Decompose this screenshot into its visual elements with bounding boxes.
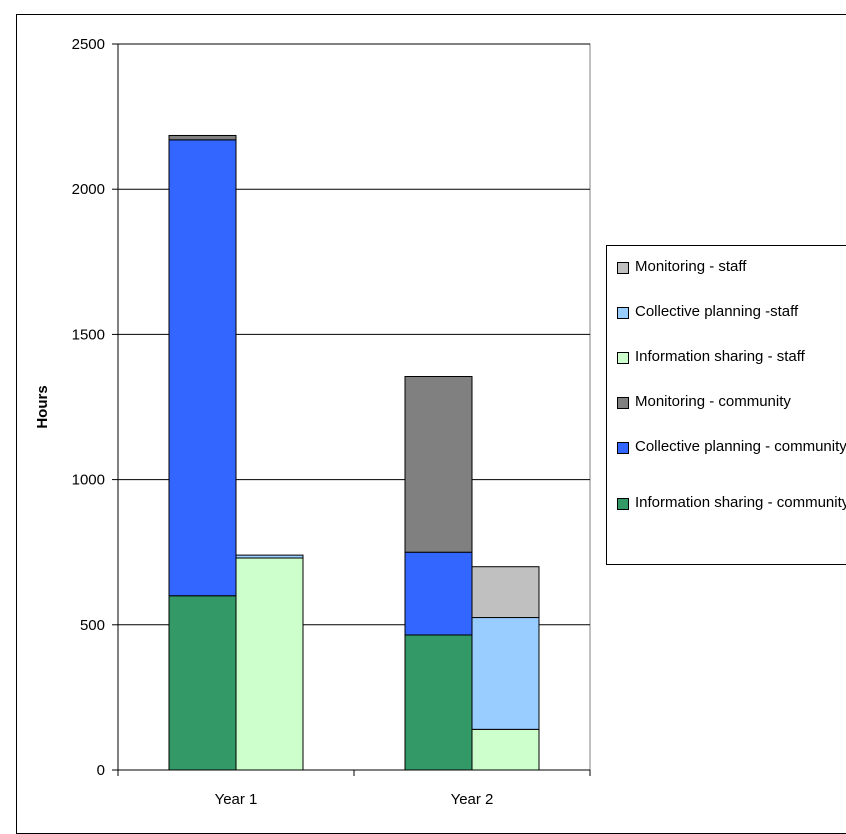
bar-segment [168, 595, 237, 771]
legend-swatch [617, 442, 629, 454]
axes: 0 500 1000 1500 2000 2500 Year 1 Year 2 [72, 36, 591, 808]
y-tick-label: 1000 [72, 472, 105, 489]
bar-segment [404, 376, 473, 553]
legend-label: Collective planning - community [635, 438, 846, 455]
legend-swatch [617, 498, 629, 510]
y-tick-label: 1500 [72, 326, 105, 343]
legend-swatch [617, 352, 629, 364]
bar-segment [471, 566, 540, 619]
y-tick-label: 500 [80, 617, 105, 634]
bar-segment [471, 617, 540, 730]
bar-segment [168, 134, 237, 141]
bar-segment [235, 557, 304, 771]
y-tick-label: 2500 [72, 36, 105, 53]
bar-segment [404, 634, 473, 771]
legend-label: Information sharing - staff [635, 348, 805, 365]
legend-label: Monitoring - community [635, 393, 791, 410]
y-axis-title: Hours [34, 385, 51, 428]
x-tick-label: Year 1 [215, 791, 258, 808]
legend-item: Information sharing - community [617, 494, 846, 512]
legend-label: Collective planning -staff [635, 303, 799, 320]
legend-item: Monitoring - community [617, 393, 846, 411]
legend-item: Monitoring - staff [617, 258, 846, 276]
y-tick-label: 0 [97, 762, 105, 779]
legend-swatch [617, 262, 629, 274]
legend: Monitoring - staff Collective planning -s… [606, 245, 846, 565]
legend-label: Monitoring - staff [635, 258, 747, 275]
legend-item: Information sharing - staff [617, 348, 846, 366]
bar-segment [471, 728, 540, 771]
bar-segment [235, 554, 304, 559]
y-tick-label: 2000 [72, 181, 105, 198]
legend-item: Collective planning -staff [617, 303, 846, 321]
bar-segment [404, 551, 473, 636]
legend-item: Collective planning - community [617, 438, 846, 456]
legend-swatch [617, 397, 629, 409]
x-tick-label: Year 2 [451, 791, 494, 808]
bars [168, 134, 540, 771]
legend-swatch [617, 307, 629, 319]
bar-segment [168, 139, 237, 597]
legend-label: Information sharing - community [635, 494, 846, 511]
